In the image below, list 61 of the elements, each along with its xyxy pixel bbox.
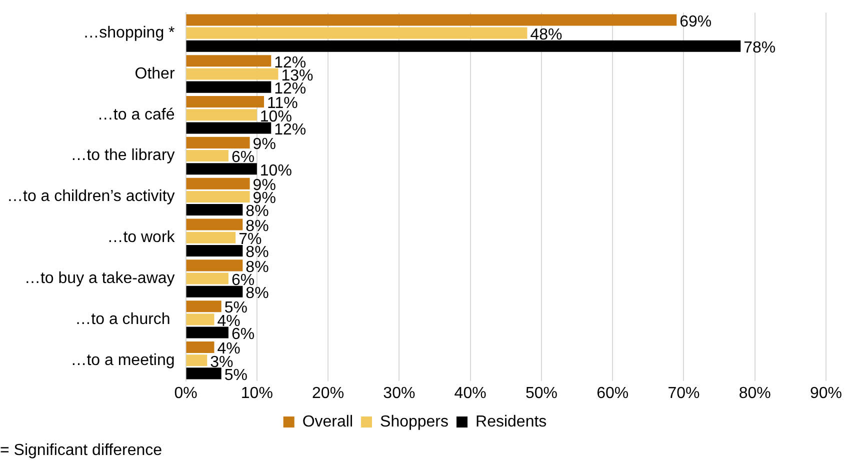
text: = Significant difference bbox=[0, 442, 162, 460]
bar bbox=[186, 40, 741, 52]
x-tick-label: 80% bbox=[738, 384, 771, 402]
bar bbox=[186, 109, 257, 121]
data-label: 6% bbox=[231, 326, 255, 343]
bar bbox=[186, 68, 278, 80]
bar bbox=[186, 136, 250, 148]
x-tick-label: 0% bbox=[174, 384, 198, 402]
bar bbox=[186, 326, 228, 338]
data-label: 69% bbox=[680, 13, 712, 30]
x-tick-label: 30% bbox=[383, 384, 416, 402]
bar bbox=[186, 244, 243, 256]
y-tick-label: Other bbox=[134, 65, 176, 82]
x-tick-label: 20% bbox=[312, 384, 344, 402]
bar bbox=[186, 81, 272, 93]
legend-label: Overall bbox=[302, 413, 354, 430]
bar bbox=[186, 232, 236, 244]
y-tick-label: …shopping * bbox=[83, 24, 175, 42]
bar bbox=[186, 368, 222, 380]
bar bbox=[186, 272, 228, 284]
y-tick-label: …to a children’s activity bbox=[6, 188, 175, 206]
x-tick-label: 70% bbox=[668, 384, 700, 402]
data-label: 12% bbox=[274, 121, 306, 138]
data-label: 9% bbox=[252, 136, 276, 154]
y-tick-label: …to buy a take-away bbox=[24, 270, 175, 287]
x-tick-label: 50% bbox=[525, 384, 558, 402]
bar bbox=[186, 163, 257, 175]
data-label: 6% bbox=[231, 149, 255, 166]
bar bbox=[186, 300, 222, 312]
legend-label: Residents bbox=[476, 413, 547, 430]
data-label: 78% bbox=[744, 40, 776, 57]
bar bbox=[186, 14, 677, 26]
bar bbox=[186, 218, 243, 230]
data-label: 5% bbox=[224, 366, 248, 384]
bar bbox=[186, 178, 250, 190]
data-label: 12% bbox=[274, 80, 306, 98]
y-tick-label: …to work bbox=[107, 229, 176, 246]
bar bbox=[186, 260, 243, 272]
bar bbox=[186, 27, 528, 39]
bar bbox=[186, 122, 272, 134]
bar bbox=[186, 341, 214, 354]
bar bbox=[186, 204, 243, 216]
legend-label: Shoppers bbox=[380, 413, 449, 430]
data-label: 10% bbox=[260, 162, 292, 180]
x-tick-label: 60% bbox=[596, 384, 629, 402]
y-tick-label: …to the library bbox=[70, 147, 175, 164]
y-tick-label: …to a meeting bbox=[70, 352, 175, 369]
data-label: 48% bbox=[530, 26, 562, 44]
y-tick-label: …to a church bbox=[75, 310, 175, 328]
bar bbox=[186, 314, 214, 326]
bar bbox=[186, 150, 228, 162]
bar bbox=[186, 55, 272, 67]
bar bbox=[186, 96, 264, 108]
bar bbox=[186, 286, 243, 298]
x-tick-label: 90% bbox=[810, 384, 842, 402]
x-tick-label: 40% bbox=[454, 384, 486, 402]
bar bbox=[186, 354, 208, 366]
x-tick-label: 10% bbox=[240, 384, 273, 402]
y-tick-label: …to a café bbox=[97, 106, 175, 124]
bar bbox=[186, 190, 250, 202]
data-label: 8% bbox=[246, 285, 269, 302]
